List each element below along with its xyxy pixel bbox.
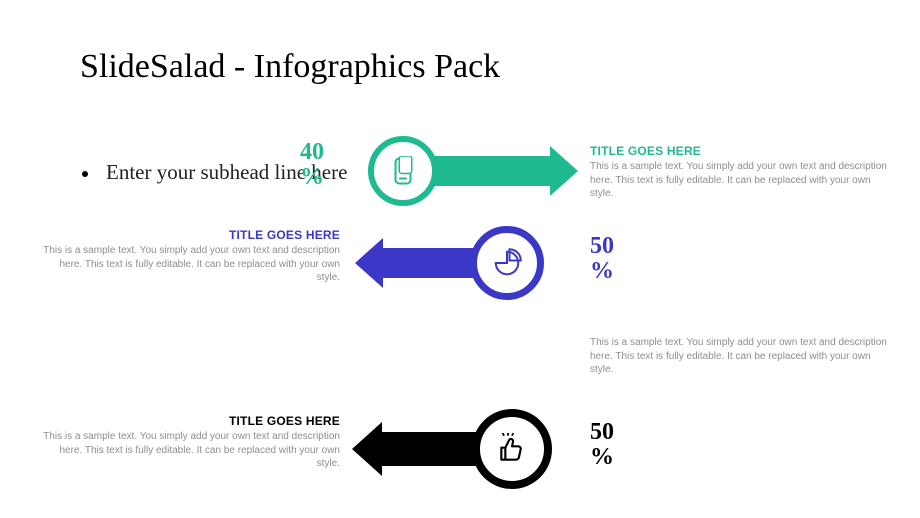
row-3-desc: This is a sample text. You simply add yo… [590,336,890,377]
phone-icon [388,156,418,186]
row-4: TITLE GOES HERE This is a sample text. Y… [0,414,920,504]
row-2-arrow-head [355,238,383,288]
row-4-pct: 50 % [590,420,614,470]
row-1-pct-num: 40 [300,139,324,165]
row-4-arrow-head [352,422,382,476]
row-2-pct-sym: % [590,259,614,284]
row-4-pct-num: 50 [590,419,614,445]
page-title: SlideSalad - Infographics Pack [80,48,500,86]
row-2-pct-num: 50 [590,233,614,259]
row-1-arrow-head [550,146,578,196]
row-1-ring [368,136,438,206]
row-2-desc: This is a sample text. You simply add yo… [40,244,340,285]
row-3: This is a sample text. You simply add yo… [0,336,920,396]
row-1-title: TITLE GOES HERE [590,144,701,158]
row-4-title: TITLE GOES HERE [40,414,340,428]
row-2-ring [470,226,544,300]
slide: SlideSalad - Infographics Pack Enter you… [0,0,920,518]
row-2: TITLE GOES HERE This is a sample text. Y… [0,228,920,314]
row-2-pct: 50 % [590,234,614,284]
row-1-pct: 40 % [300,140,324,190]
pie-icon [492,248,522,278]
row-1-desc: This is a sample text. You simply add yo… [590,160,890,201]
row-1: 40 % TITLE GOES HERE This is a sample te… [0,140,920,220]
row-4-desc: This is a sample text. You simply add yo… [40,430,340,471]
row-4-ring [472,409,552,489]
row-1-pct-sym: % [300,165,324,190]
row-4-pct-sym: % [590,445,614,470]
thumb-icon [496,433,528,465]
row-2-title: TITLE GOES HERE [40,228,340,242]
